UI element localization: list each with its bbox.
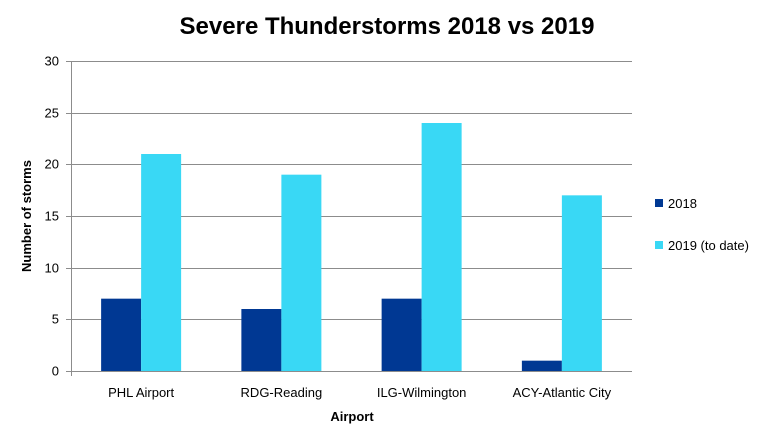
x-tick-label: RDG-Reading [241,385,323,400]
y-axis-ticks: 0 5 10 15 20 25 30 [45,54,59,379]
bar-2019-to-date--acy-atlantic-city [561,195,602,371]
legend-swatch [655,199,663,207]
legend-label: 2018 [668,196,697,211]
y-tick-label: 10 [45,261,59,276]
y-tick-label: 15 [45,209,59,224]
chart-title: Severe Thunderstorms 2018 vs 2019 [180,13,595,40]
y-tick-label: 30 [45,54,59,69]
bar-2019-to-date--phl-airport [141,154,182,371]
bar-2018-ilg-wilmington [381,298,422,371]
legend: 2018 2019 (to date) [655,196,749,253]
bar-2019-to-date--ilg-wilmington [421,123,462,371]
legend-label: 2019 (to date) [668,238,749,253]
y-tick-label: 20 [45,157,59,172]
y-axis-label: Number of storms [19,160,34,272]
x-axis-ticks: PHL Airport RDG-Reading ILG-Wilmington ACY-… [108,385,611,400]
bars [101,123,602,371]
bar-2018-rdg-reading [241,309,282,371]
legend-swatch [655,241,663,249]
bar-2018-acy-atlantic-city [521,360,562,371]
y-tick-label: 25 [45,106,59,121]
bar-2019-to-date--rdg-reading [281,174,322,371]
bar-2018-phl-airport [101,298,142,371]
x-tick-label: ILG-Wilmington [377,385,467,400]
x-axis-label: Airport [330,409,374,424]
y-tick-label: 5 [52,312,59,327]
x-tick-label: ACY-Atlantic City [513,385,612,400]
x-tick-label: PHL Airport [108,385,174,400]
y-tick-label: 0 [52,364,59,379]
